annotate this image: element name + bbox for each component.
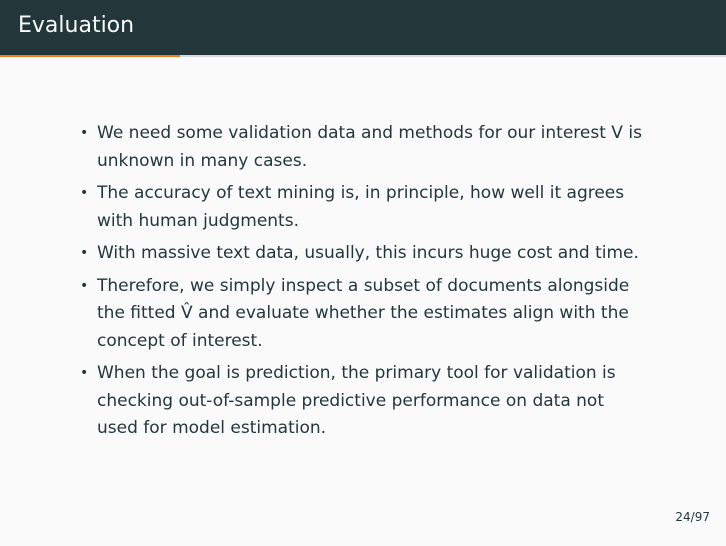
page-number: 24/97 <box>675 510 710 524</box>
bullet-text-line: the fitted V̂ and evaluate whether the e… <box>97 303 629 323</box>
bullet-text-line: With massive text data, usually, this in… <box>97 243 639 263</box>
progress-fill <box>0 55 180 57</box>
progress-bar <box>0 55 726 57</box>
bullet-icon: • <box>80 185 89 201</box>
bullet-text-line: The accuracy of text mining is, in princ… <box>97 183 625 203</box>
bullet-item: • With massive text data, usually, this i… <box>80 240 680 268</box>
bullet-item: • The accuracy of text mining is, in prin… <box>80 180 680 235</box>
bullet-text-line: When the goal is prediction, the primary… <box>97 363 616 383</box>
bullet-text-line: with human judgments. <box>97 210 299 231</box>
bullet-icon: • <box>80 245 89 261</box>
bullet-icon: • <box>80 365 89 381</box>
bullet-text-line: checking out-of-sample predictive perfor… <box>97 390 604 411</box>
bullet-item: • Therefore, we simply inspect a subset o… <box>80 273 680 356</box>
bullet-text-line: Therefore, we simply inspect a subset of… <box>97 275 630 296</box>
bullet-text-line: concept of interest. <box>97 330 263 351</box>
bullet-text-line: used for model estimation. <box>97 418 327 438</box>
bullet-text-line: We need some validation data and methods… <box>97 123 642 143</box>
bullet-item: • We need some validation data and method… <box>80 120 680 175</box>
bullet-icon: • <box>80 125 89 141</box>
slide-title: Evaluation <box>18 13 135 38</box>
bullet-item: • When the goal is prediction, the primar… <box>80 360 680 443</box>
bullet-icon: • <box>80 277 89 294</box>
bullet-list: • We need some validation data and method… <box>80 120 680 448</box>
frame-title-bar: Evaluation <box>0 0 726 55</box>
bullet-text-line: unknown in many cases. <box>97 150 308 171</box>
